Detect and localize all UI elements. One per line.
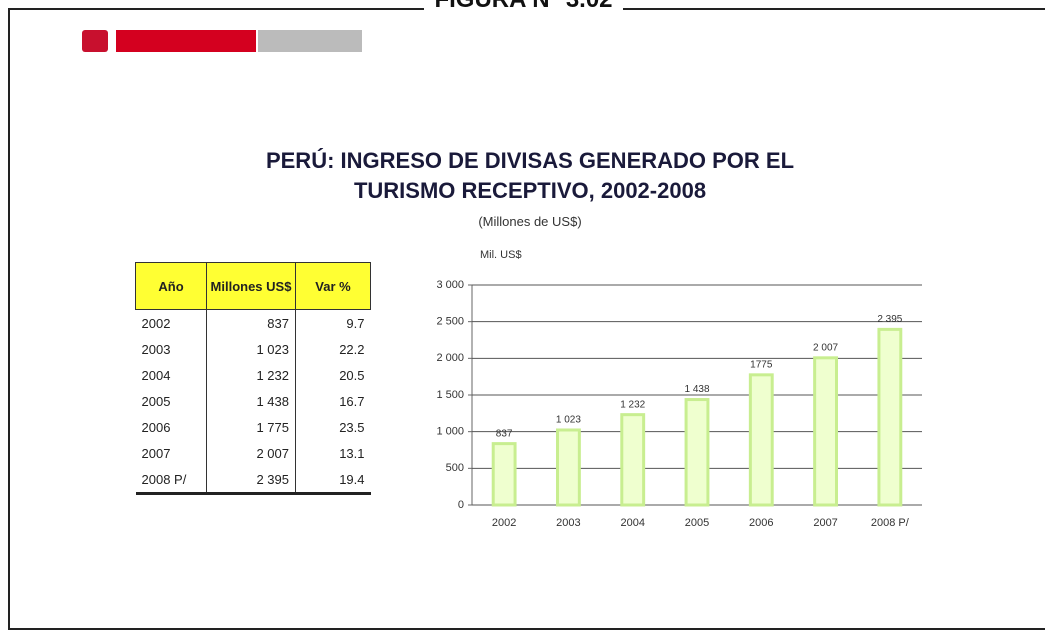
x-tick-label: 2008 P/ bbox=[871, 517, 910, 529]
table-cell: 20.5 bbox=[339, 367, 365, 383]
x-tick-label: 2002 bbox=[492, 517, 516, 529]
table-row: 2003 1 023 22.2 bbox=[136, 336, 371, 362]
value-label: 1 232 bbox=[620, 399, 645, 410]
value-label: 837 bbox=[496, 428, 513, 439]
table-row: 2005 1 438 16.7 bbox=[136, 388, 371, 414]
table-cell: 22.2 bbox=[339, 341, 365, 357]
figure-text: FIGURA N° 3.02 bbox=[424, 0, 623, 13]
title: PERÚ: INGRESO DE DIVISAS GENERADO POR EL… bbox=[0, 146, 1047, 206]
y-tick-label: 1 000 bbox=[436, 426, 464, 438]
figure-label: FIGURA N° 3.02 bbox=[0, 0, 1047, 14]
column-header: Var % bbox=[295, 262, 371, 310]
table-row: 2004 1 232 20.5 bbox=[136, 362, 371, 388]
bar bbox=[556, 428, 581, 507]
subtitle: (Millones de US$) bbox=[478, 214, 582, 229]
x-tick-label: 2006 bbox=[749, 517, 773, 529]
table-cell: 2006 bbox=[141, 419, 171, 435]
y-tick-label: 2 000 bbox=[436, 352, 464, 364]
value-label: 2 007 bbox=[813, 342, 838, 353]
x-tick-label: 2005 bbox=[685, 517, 709, 529]
table-cell: 2003 bbox=[141, 341, 171, 357]
table-cell: 2005 bbox=[141, 393, 171, 409]
table-cell: 1 232 bbox=[206, 362, 296, 388]
y-tick-label: 3 000 bbox=[436, 279, 464, 291]
value-label: 2 395 bbox=[877, 314, 902, 325]
table-cell: 837 bbox=[206, 309, 296, 336]
bar bbox=[813, 356, 839, 507]
y-tick-label: 0 bbox=[458, 499, 464, 511]
table-row: 2002 837 9.7 bbox=[136, 309, 371, 336]
bar bbox=[877, 327, 903, 507]
title-line: PERÚ: INGRESO DE DIVISAS GENERADO POR EL bbox=[265, 148, 795, 173]
table-row: 2007 2 007 13.1 bbox=[136, 440, 371, 466]
table-cell: 16.7 bbox=[339, 393, 365, 409]
bar bbox=[684, 398, 710, 507]
value-label: 1 438 bbox=[684, 384, 709, 395]
table-cell: 2 007 bbox=[206, 440, 296, 466]
x-tick-label: 2007 bbox=[813, 517, 837, 529]
table-cell: 19.4 bbox=[295, 466, 371, 495]
bar bbox=[748, 373, 774, 507]
logo-emblem bbox=[82, 30, 108, 52]
table-cell: 9.7 bbox=[346, 315, 365, 331]
bar bbox=[491, 442, 517, 507]
table-cell: 2008 P/ bbox=[135, 466, 207, 495]
y-tick-label: 500 bbox=[446, 462, 464, 474]
logo-agency bbox=[258, 30, 362, 52]
table-cell: 2002 bbox=[141, 315, 171, 331]
value-label: 1775 bbox=[750, 359, 773, 370]
header-row: Año Millones US$ Var % bbox=[135, 262, 371, 310]
table-row: 2006 1 775 23.5 bbox=[136, 414, 371, 440]
table-cell: 13.1 bbox=[339, 445, 365, 461]
x-tick-label: 2003 bbox=[556, 517, 580, 529]
table-cell: 2 395 bbox=[206, 466, 296, 495]
table-cell: 1 023 bbox=[206, 336, 296, 362]
table-cell: 2007 bbox=[141, 445, 171, 461]
value-label: 1 023 bbox=[556, 415, 581, 426]
y-tick-label: 2 500 bbox=[436, 316, 464, 328]
data-table: Año Millones US$ Var % 2002 837 9.7 2003 1 023 2… bbox=[135, 262, 371, 495]
table-cell: 23.5 bbox=[339, 419, 365, 435]
table-cell: 1 438 bbox=[206, 388, 296, 414]
table-cell: 2004 bbox=[141, 367, 171, 383]
table-row: 2008 P/2 395 19.4 bbox=[135, 466, 371, 495]
y-axis-label: Mil. US$ bbox=[480, 249, 522, 261]
title-line: TURISMO RECEPTIVO, 2002-2008 bbox=[353, 178, 707, 203]
x-tick-label: 2004 bbox=[620, 517, 644, 529]
table-cell: 1 775 bbox=[206, 414, 296, 440]
logo-ministry bbox=[116, 30, 256, 52]
y-tick-label: 1 500 bbox=[436, 389, 464, 401]
bar bbox=[620, 413, 646, 507]
column-header: Millones US$ bbox=[206, 262, 296, 310]
column-header: Año bbox=[135, 262, 207, 310]
